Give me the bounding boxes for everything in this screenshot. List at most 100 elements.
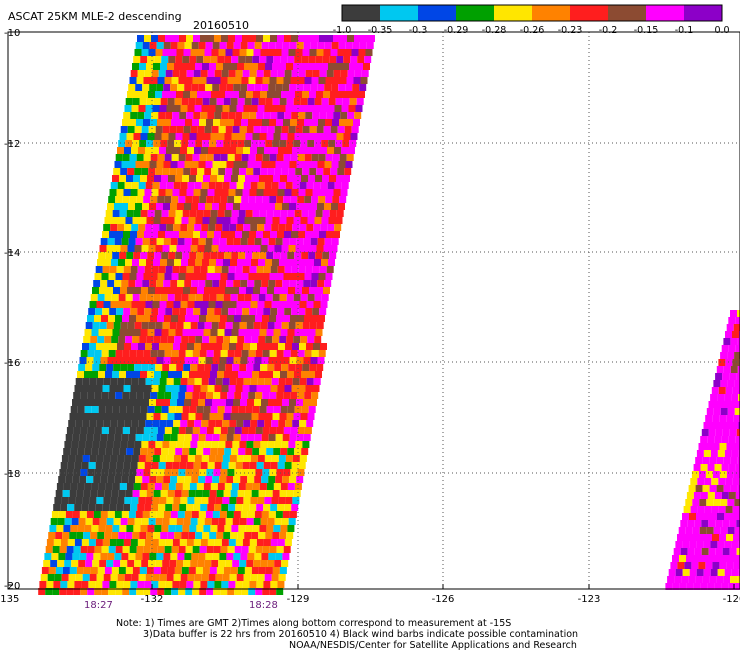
data-cell <box>97 259 104 266</box>
data-cell <box>149 518 156 525</box>
data-cell <box>299 147 306 154</box>
data-cell <box>215 497 222 504</box>
data-cell <box>311 238 318 245</box>
data-cell <box>215 462 222 469</box>
data-cell <box>79 553 86 560</box>
data-cell <box>158 154 165 161</box>
data-cell <box>181 63 188 70</box>
data-cell <box>219 126 226 133</box>
data-cell <box>286 455 293 462</box>
data-cell <box>274 441 281 448</box>
data-cell <box>221 308 228 315</box>
data-cell <box>163 49 170 56</box>
data-cell <box>706 443 713 450</box>
data-cell <box>97 378 104 385</box>
data-cell <box>147 294 154 301</box>
data-cell <box>119 294 126 301</box>
data-cell <box>85 441 92 448</box>
data-cell <box>214 581 221 588</box>
data-cell <box>215 420 222 427</box>
data-cell <box>281 406 288 413</box>
data-cell <box>69 532 76 539</box>
data-cell <box>208 420 215 427</box>
data-cell <box>251 574 258 581</box>
data-cell <box>205 126 212 133</box>
data-cell <box>297 42 304 49</box>
data-cell <box>140 294 147 301</box>
data-cell <box>123 504 130 511</box>
data-cell <box>174 259 181 266</box>
data-cell <box>196 56 203 63</box>
data-cell <box>80 434 87 441</box>
data-cell <box>150 196 157 203</box>
data-cell <box>185 392 192 399</box>
data-cell <box>282 322 289 329</box>
data-cell <box>723 401 730 408</box>
data-cell <box>213 119 220 126</box>
data-cell <box>261 322 268 329</box>
data-cell <box>232 364 239 371</box>
data-cell <box>205 322 212 329</box>
data-cell <box>236 343 243 350</box>
data-cell <box>136 434 143 441</box>
data-cell <box>272 63 279 70</box>
data-cell <box>278 224 285 231</box>
data-cell <box>263 546 270 553</box>
data-cell <box>136 238 143 245</box>
data-cell <box>192 357 199 364</box>
data-cell <box>183 441 190 448</box>
data-cell <box>184 84 191 91</box>
data-cell <box>193 504 200 511</box>
data-cell <box>98 413 105 420</box>
data-cell <box>177 280 184 287</box>
data-cell <box>283 392 290 399</box>
data-cell <box>352 49 359 56</box>
data-cell <box>148 483 155 490</box>
data-cell <box>109 350 116 357</box>
data-cell <box>112 371 119 378</box>
data-cell <box>62 532 69 539</box>
data-cell <box>226 322 233 329</box>
data-cell <box>312 231 319 238</box>
data-cell <box>118 182 125 189</box>
data-cell <box>268 322 275 329</box>
data-cell <box>282 84 289 91</box>
data-cell <box>286 378 293 385</box>
data-cell <box>292 189 299 196</box>
data-cell <box>150 238 157 245</box>
data-cell <box>295 168 302 175</box>
data-cell <box>194 147 201 154</box>
data-cell <box>337 168 344 175</box>
data-cell <box>695 457 702 464</box>
data-cell <box>238 175 245 182</box>
data-cell <box>730 576 737 583</box>
data-cell <box>241 119 248 126</box>
data-cell <box>241 196 248 203</box>
data-cell <box>324 280 331 287</box>
data-cell <box>140 567 147 574</box>
data-cell <box>153 378 160 385</box>
data-cell <box>343 175 350 182</box>
data-cell <box>147 56 154 63</box>
data-cell <box>110 420 117 427</box>
data-cell <box>338 84 345 91</box>
data-cell <box>133 56 140 63</box>
data-cell <box>691 562 698 569</box>
data-cell <box>205 518 212 525</box>
data-cell <box>211 364 218 371</box>
data-cell <box>162 406 169 413</box>
data-cell <box>315 56 322 63</box>
data-cell <box>126 98 133 105</box>
data-cell <box>277 427 284 434</box>
data-cell <box>326 273 333 280</box>
data-cell <box>152 147 159 154</box>
data-cell <box>233 245 240 252</box>
data-cell <box>317 49 324 56</box>
data-cell <box>149 322 156 329</box>
data-cell <box>163 280 170 287</box>
latitude-label: -20 <box>4 581 20 592</box>
data-cell <box>164 357 171 364</box>
data-cell <box>312 35 319 42</box>
data-cell <box>211 168 218 175</box>
data-cell <box>106 406 113 413</box>
